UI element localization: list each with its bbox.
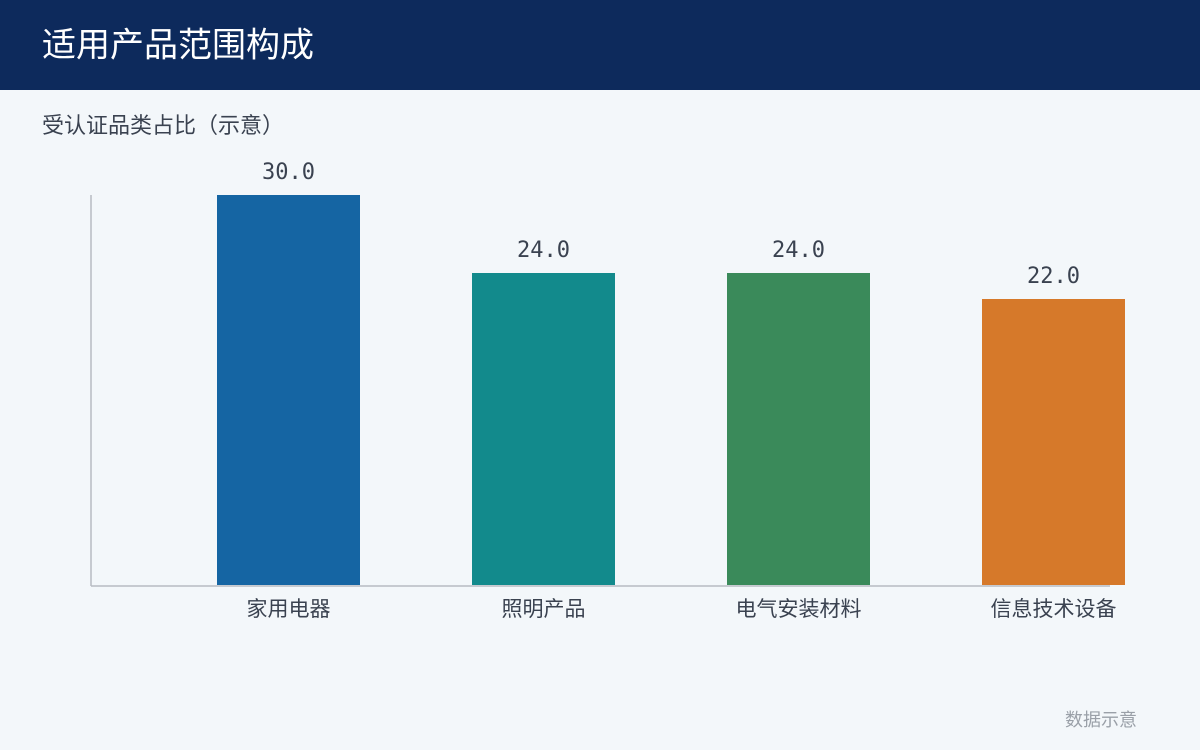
value-label: 22.0: [1027, 264, 1080, 289]
chart-title: 受认证品类占比（示意）: [42, 114, 284, 139]
value-label: 30.0: [262, 160, 315, 185]
x-tick-label: 电气安装材料: [736, 597, 862, 621]
value-label: 24.0: [517, 238, 570, 263]
x-tick-label: 家用电器: [247, 597, 331, 621]
header-bar: [0, 0, 1200, 90]
x-tick-label: 信息技术设备: [991, 597, 1117, 621]
x-tick-label: 照明产品: [502, 597, 586, 621]
bar: [217, 195, 360, 585]
footer-note: 数据示意: [1065, 710, 1137, 731]
bar: [982, 299, 1125, 585]
value-label: 24.0: [772, 238, 825, 263]
bar: [472, 273, 615, 585]
bar: [727, 273, 870, 585]
page-title: 适用产品范围构成: [42, 26, 314, 66]
